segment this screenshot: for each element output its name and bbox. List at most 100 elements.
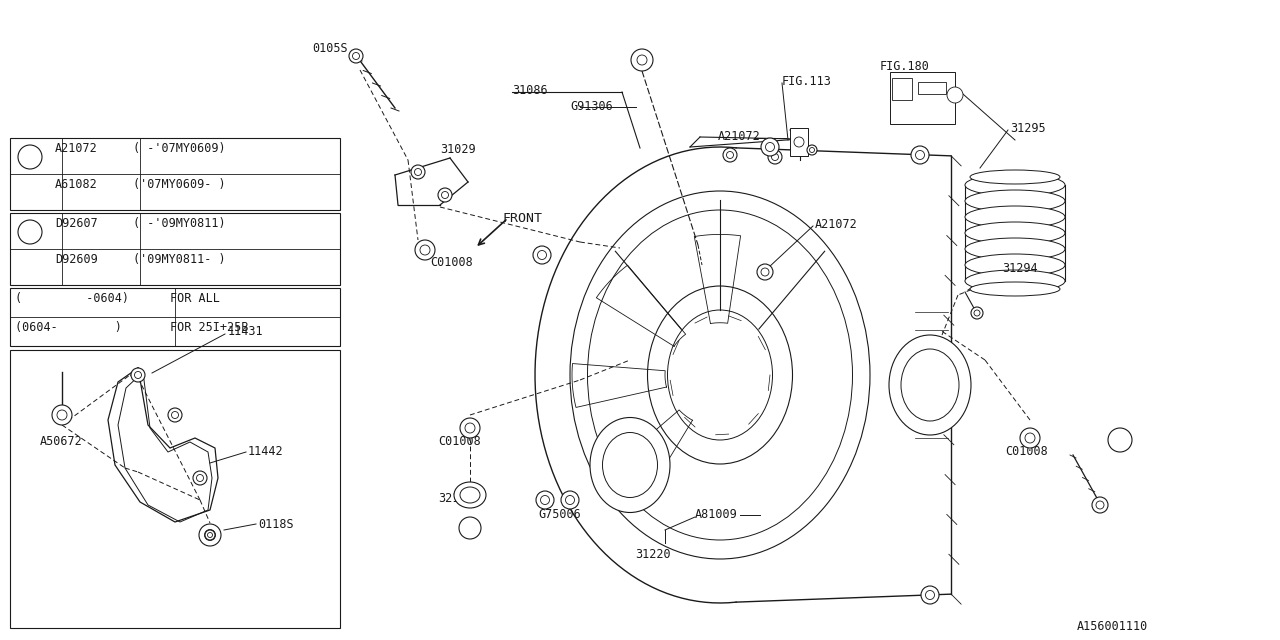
- Ellipse shape: [460, 487, 480, 503]
- Text: D92609: D92609: [55, 253, 97, 266]
- Text: 31220: 31220: [635, 548, 671, 561]
- Text: C01008: C01008: [430, 256, 472, 269]
- Circle shape: [536, 491, 554, 509]
- Circle shape: [172, 412, 178, 419]
- Ellipse shape: [890, 335, 972, 435]
- Bar: [10, 350, 340, 628]
- Text: FOR ALL: FOR ALL: [170, 292, 220, 305]
- Circle shape: [415, 240, 435, 260]
- Circle shape: [540, 495, 549, 504]
- Text: (0604-        ): (0604- ): [15, 321, 122, 334]
- Circle shape: [806, 145, 817, 155]
- Text: A156001110: A156001110: [1076, 620, 1148, 633]
- Text: C01008: C01008: [438, 435, 481, 448]
- Ellipse shape: [648, 286, 792, 464]
- Text: A50672: A50672: [40, 435, 83, 448]
- Text: 2: 2: [27, 227, 33, 237]
- Circle shape: [532, 246, 550, 264]
- Text: ( -'09MY0811): ( -'09MY0811): [133, 217, 225, 230]
- Circle shape: [352, 52, 360, 60]
- Text: G91306: G91306: [570, 100, 613, 113]
- Text: 1: 1: [27, 152, 33, 162]
- Circle shape: [631, 49, 653, 71]
- Circle shape: [922, 586, 940, 604]
- Ellipse shape: [603, 433, 658, 497]
- Ellipse shape: [667, 310, 773, 440]
- Bar: [10, 138, 340, 210]
- Ellipse shape: [970, 170, 1060, 184]
- Ellipse shape: [965, 238, 1065, 260]
- Ellipse shape: [901, 349, 959, 421]
- Text: (         -0604): ( -0604): [15, 292, 129, 305]
- Circle shape: [58, 410, 67, 420]
- Text: 11431: 11431: [228, 325, 264, 338]
- Ellipse shape: [965, 270, 1065, 292]
- Circle shape: [974, 310, 980, 316]
- Bar: [790, 128, 808, 156]
- Circle shape: [768, 150, 782, 164]
- Bar: [918, 82, 946, 94]
- Ellipse shape: [965, 206, 1065, 228]
- Circle shape: [205, 529, 215, 541]
- Circle shape: [465, 423, 475, 433]
- Circle shape: [972, 307, 983, 319]
- Circle shape: [1025, 433, 1036, 443]
- Circle shape: [197, 474, 204, 481]
- Text: FOR 25I+25B: FOR 25I+25B: [170, 321, 248, 334]
- Circle shape: [134, 371, 142, 378]
- Text: 11442: 11442: [248, 445, 284, 458]
- Ellipse shape: [965, 174, 1065, 196]
- Text: FIG.113: FIG.113: [782, 75, 832, 88]
- Circle shape: [193, 471, 207, 485]
- Text: 32103: 32103: [438, 492, 474, 505]
- Circle shape: [1096, 501, 1103, 509]
- Circle shape: [925, 591, 934, 600]
- Circle shape: [561, 491, 579, 509]
- Circle shape: [637, 55, 646, 65]
- Circle shape: [1020, 428, 1039, 448]
- Text: G75006: G75006: [538, 508, 581, 521]
- Circle shape: [772, 154, 778, 161]
- Ellipse shape: [965, 222, 1065, 244]
- Text: FIG.180: FIG.180: [881, 60, 929, 73]
- Text: FRONT: FRONT: [502, 212, 541, 225]
- Bar: [890, 72, 955, 124]
- Circle shape: [794, 137, 804, 147]
- Text: 2: 2: [467, 523, 474, 533]
- Circle shape: [415, 168, 421, 175]
- Text: 1: 1: [1116, 435, 1124, 445]
- Text: ('09MY0811- ): ('09MY0811- ): [133, 253, 225, 266]
- Circle shape: [756, 264, 773, 280]
- Bar: [892, 78, 913, 100]
- Circle shape: [207, 532, 212, 538]
- Circle shape: [442, 191, 448, 198]
- Ellipse shape: [965, 254, 1065, 276]
- Circle shape: [131, 368, 145, 382]
- Circle shape: [809, 147, 814, 152]
- Ellipse shape: [454, 482, 486, 508]
- Circle shape: [762, 268, 769, 276]
- Ellipse shape: [970, 282, 1060, 296]
- Circle shape: [538, 250, 547, 259]
- Text: 31294: 31294: [1002, 262, 1038, 275]
- Circle shape: [411, 165, 425, 179]
- Circle shape: [947, 87, 963, 103]
- Text: A21072: A21072: [55, 142, 97, 155]
- Circle shape: [420, 245, 430, 255]
- Circle shape: [765, 143, 774, 152]
- Text: 0105S: 0105S: [312, 42, 348, 55]
- Ellipse shape: [590, 417, 669, 513]
- Circle shape: [915, 150, 924, 159]
- Text: 31029: 31029: [440, 143, 476, 156]
- Circle shape: [762, 138, 780, 156]
- Circle shape: [727, 152, 733, 159]
- Text: A21072: A21072: [718, 130, 760, 143]
- Circle shape: [168, 408, 182, 422]
- Text: 31086: 31086: [512, 84, 548, 97]
- Bar: [10, 288, 340, 346]
- Text: ('07MY0609- ): ('07MY0609- ): [133, 178, 225, 191]
- Text: 0118S: 0118S: [259, 518, 293, 531]
- Circle shape: [566, 495, 575, 504]
- Circle shape: [198, 524, 221, 546]
- Ellipse shape: [588, 210, 852, 540]
